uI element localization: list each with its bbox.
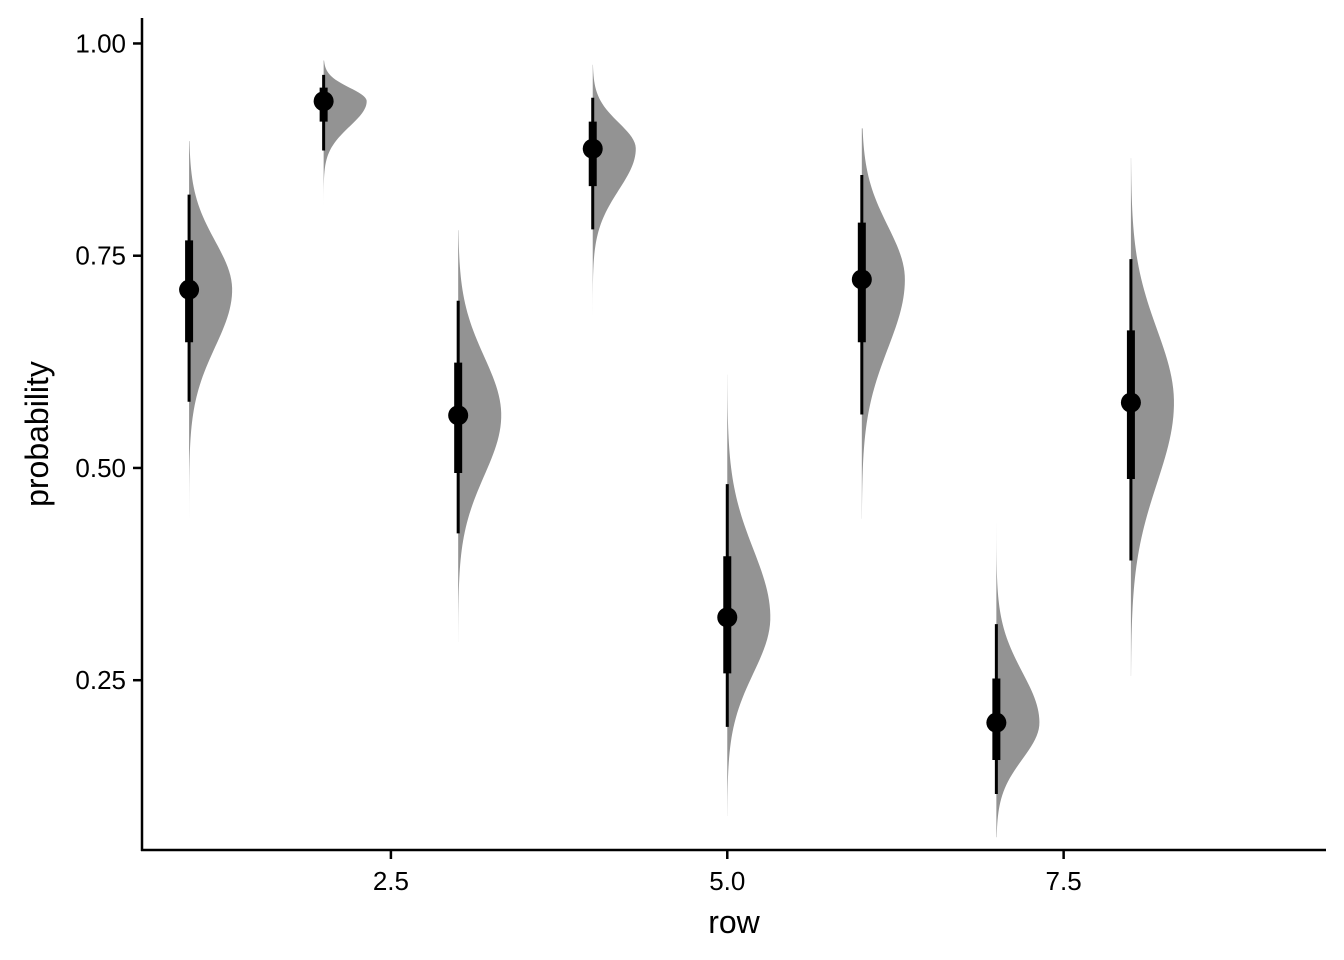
density-row-1	[189, 141, 233, 519]
x-ticks: 2.5 5.0 7.5	[373, 850, 1082, 896]
y-ticks: 0.25 0.50 0.75 1.00	[75, 28, 142, 695]
median-point-row-3	[448, 405, 469, 426]
density-row-4	[592, 64, 636, 316]
y-axis-title: probability	[19, 361, 55, 507]
interval-layer	[179, 74, 1141, 794]
x-tick-label: 5.0	[709, 866, 745, 896]
density-row-3	[458, 230, 502, 643]
median-point-row-8	[1120, 392, 1141, 413]
median-point-row-4	[582, 138, 603, 159]
density-layer	[189, 60, 1174, 838]
median-point-row-5	[717, 607, 738, 628]
x-axis-title: row	[708, 904, 760, 940]
axes: 2.5 5.0 7.5 0.25 0.50 0.75 1.00	[75, 18, 1326, 896]
y-tick-label: 0.75	[75, 241, 126, 271]
median-point-row-1	[179, 279, 200, 300]
median-point-row-2	[313, 91, 334, 112]
density-row-8	[1130, 158, 1174, 676]
density-row-5	[727, 374, 771, 817]
x-tick-label: 2.5	[373, 866, 409, 896]
median-point-row-6	[851, 269, 872, 290]
x-tick-label: 7.5	[1046, 866, 1082, 896]
median-point-row-7	[986, 712, 1007, 733]
density-row-7	[996, 523, 1040, 838]
density-row-6	[861, 128, 905, 519]
y-tick-label: 0.50	[75, 453, 126, 483]
y-tick-label: 0.25	[75, 665, 126, 695]
y-tick-label: 1.00	[75, 28, 126, 58]
density-row-2	[323, 60, 367, 205]
